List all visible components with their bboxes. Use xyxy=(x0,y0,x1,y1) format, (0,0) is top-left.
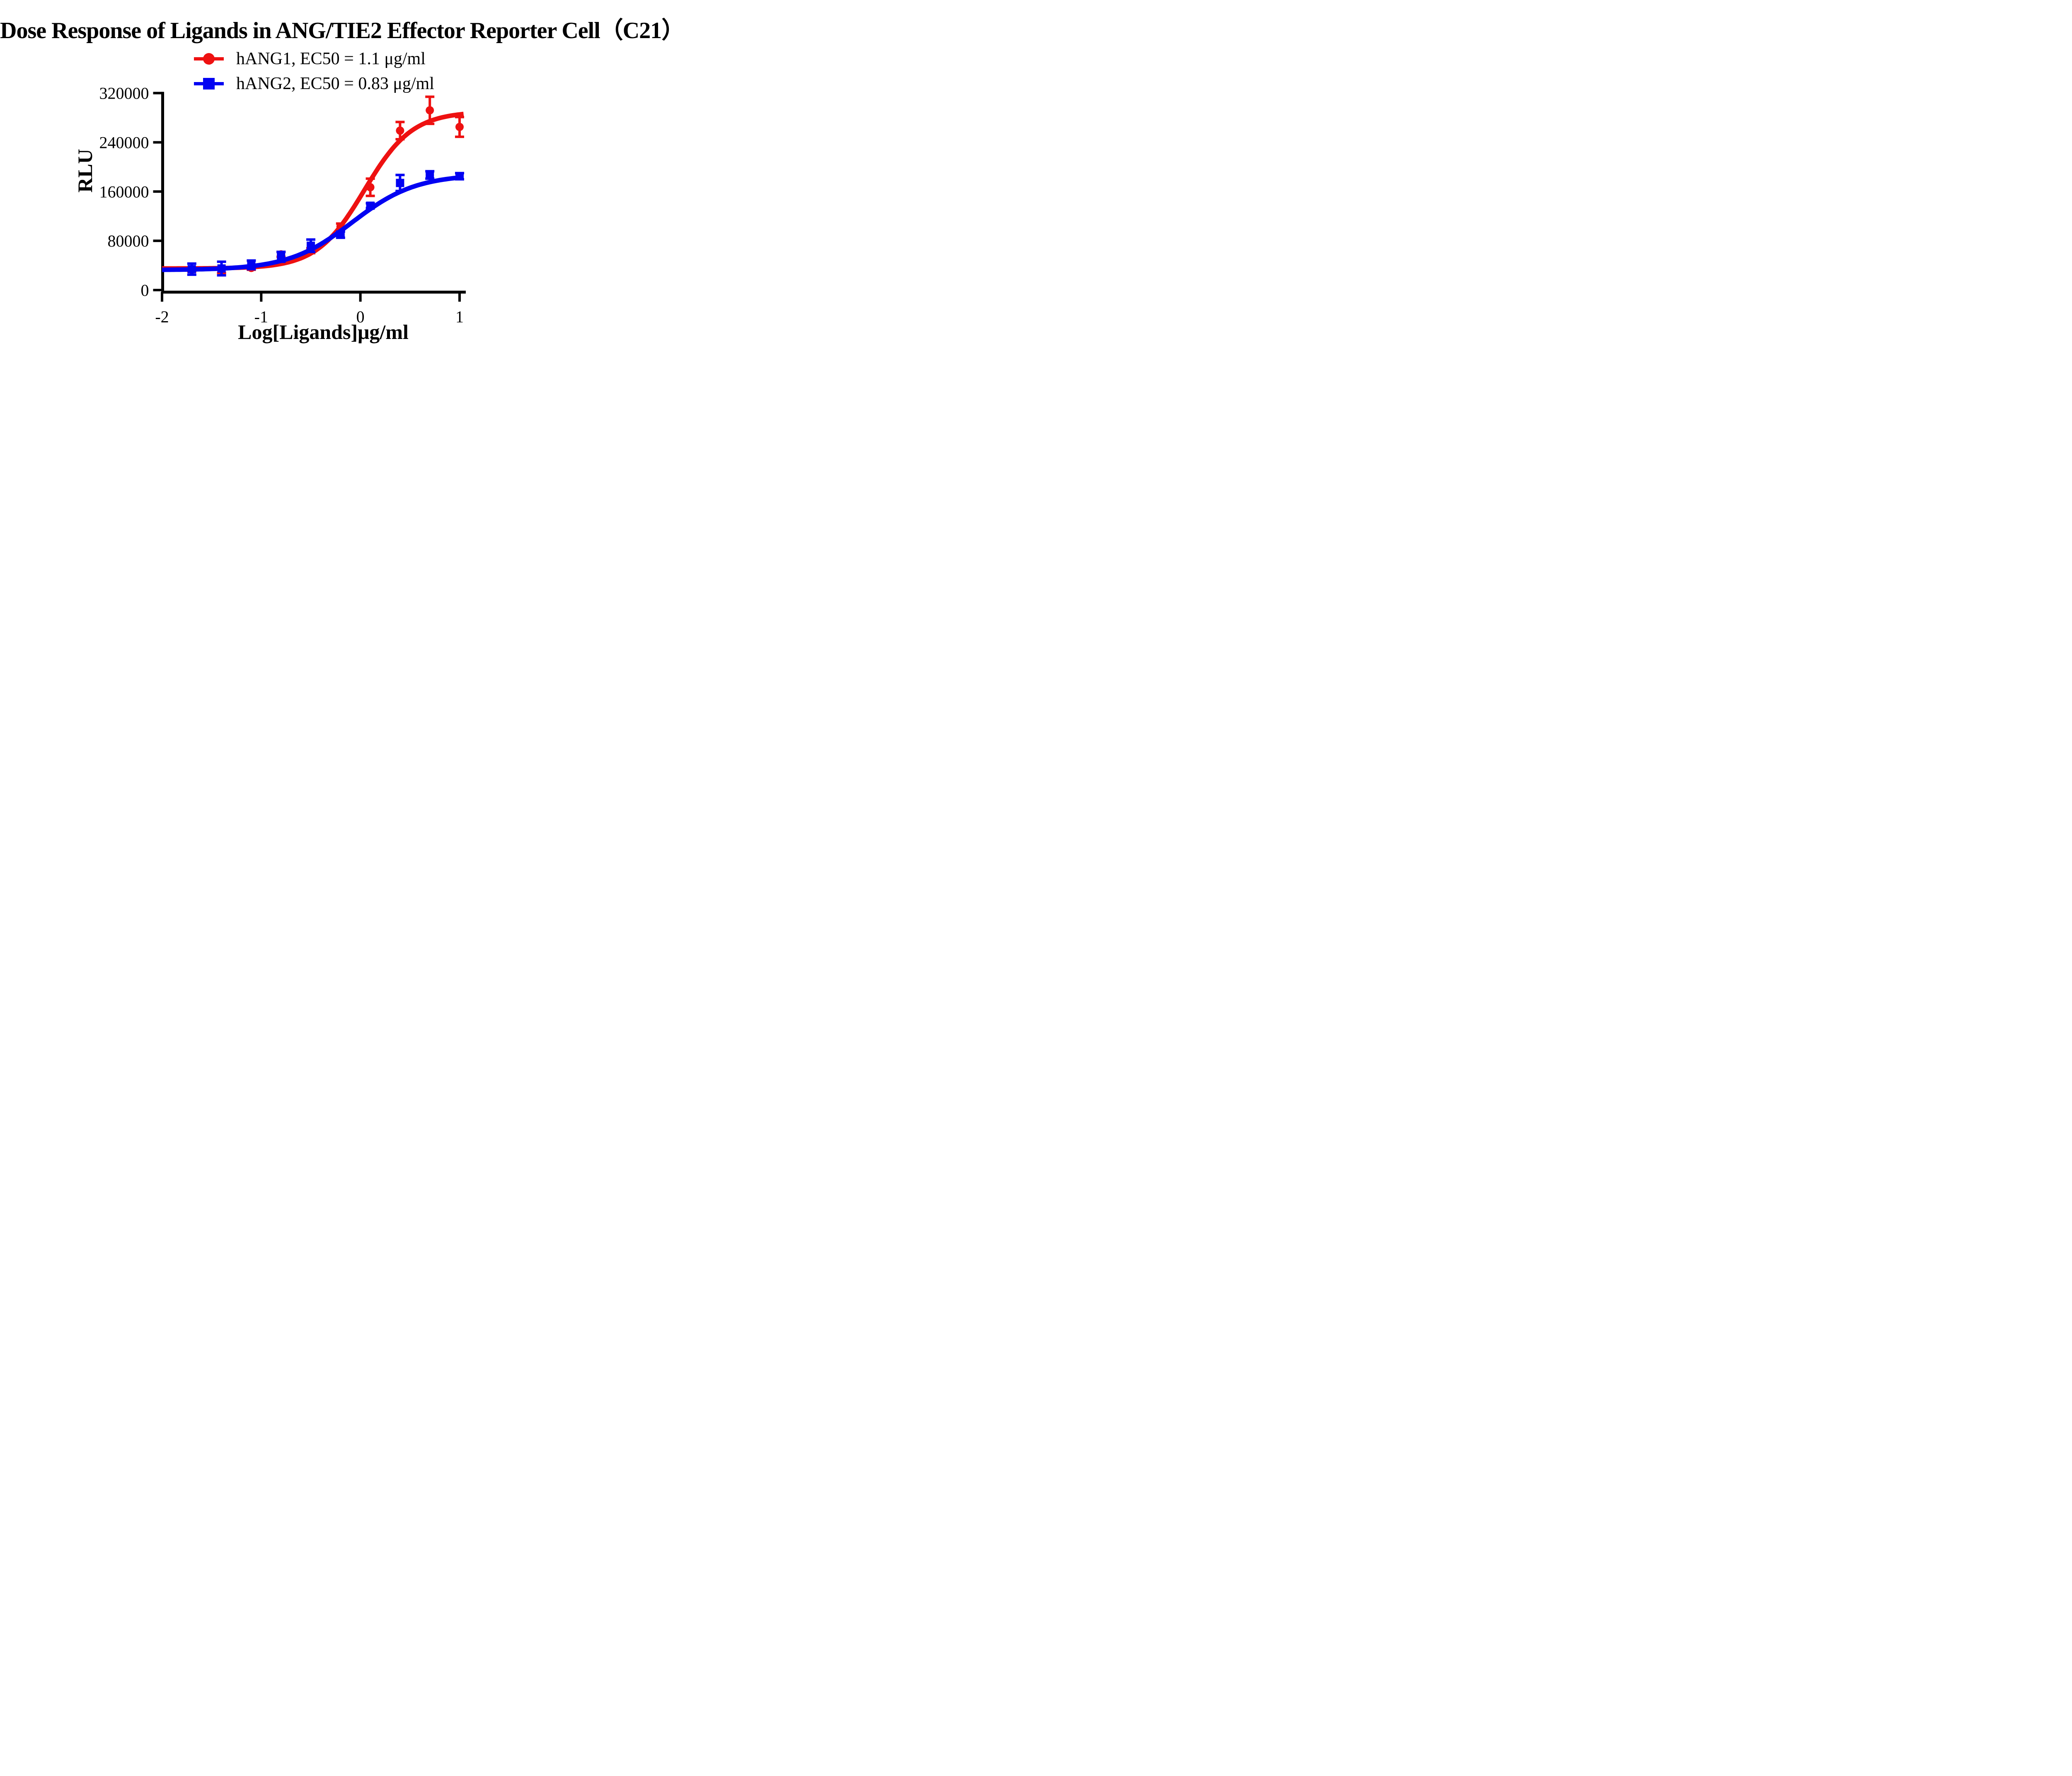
data-point-hANG2 xyxy=(306,242,315,250)
data-point-hANG2 xyxy=(366,201,375,210)
y-tick-label: 0 xyxy=(141,281,149,300)
data-point-hANG1 xyxy=(396,126,404,135)
x-tick-label: 0 xyxy=(356,307,365,326)
legend-item-hang2: hANG2, EC50 = 0.83 μg/ml xyxy=(194,71,434,96)
data-point-hANG1 xyxy=(455,123,464,131)
legend: hANG1, EC50 = 1.1 μg/ml hANG2, EC50 = 0.… xyxy=(194,46,434,96)
data-point-hANG2 xyxy=(455,172,464,181)
data-point-hANG2 xyxy=(187,265,196,273)
data-point-hANG2 xyxy=(426,171,434,179)
data-point-hANG2 xyxy=(277,252,286,261)
x-tick-label: -2 xyxy=(155,307,169,326)
data-point-hANG1 xyxy=(366,183,375,191)
legend-marker-circle-icon xyxy=(194,53,224,65)
data-point-hANG1 xyxy=(426,106,434,115)
y-tick-label: 80000 xyxy=(108,232,149,250)
x-axis-title: Log[Ligands]μg/ml xyxy=(238,320,409,344)
data-point-hANG2 xyxy=(217,264,226,273)
y-tick-label: 320000 xyxy=(99,84,149,103)
legend-label-hang2: hANG2, EC50 = 0.83 μg/ml xyxy=(236,74,434,93)
dose-response-chart: 0 80000 160000 240000 320000 -2 -1 0 1 RLU Log[Lig… xyxy=(73,84,466,344)
data-point-hANG2 xyxy=(336,230,345,239)
data-point-hANG2 xyxy=(396,179,404,187)
legend-item-hang1: hANG1, EC50 = 1.1 μg/ml xyxy=(194,46,434,71)
fit-curve-hANG2 xyxy=(162,175,464,272)
legend-label-hang1: hANG1, EC50 = 1.1 μg/ml xyxy=(236,49,426,68)
legend-marker-square-icon xyxy=(194,78,224,90)
y-tick-label: 160000 xyxy=(99,182,149,201)
chart-title: Dose Response of Ligands in ANG/TIE2 Eff… xyxy=(0,18,685,44)
x-tick-label: 1 xyxy=(455,307,464,326)
y-tick-label: 240000 xyxy=(99,133,149,152)
y-axis-title: RLU xyxy=(73,149,97,193)
x-tick-label: -1 xyxy=(254,307,268,326)
data-point-hANG2 xyxy=(247,261,256,269)
